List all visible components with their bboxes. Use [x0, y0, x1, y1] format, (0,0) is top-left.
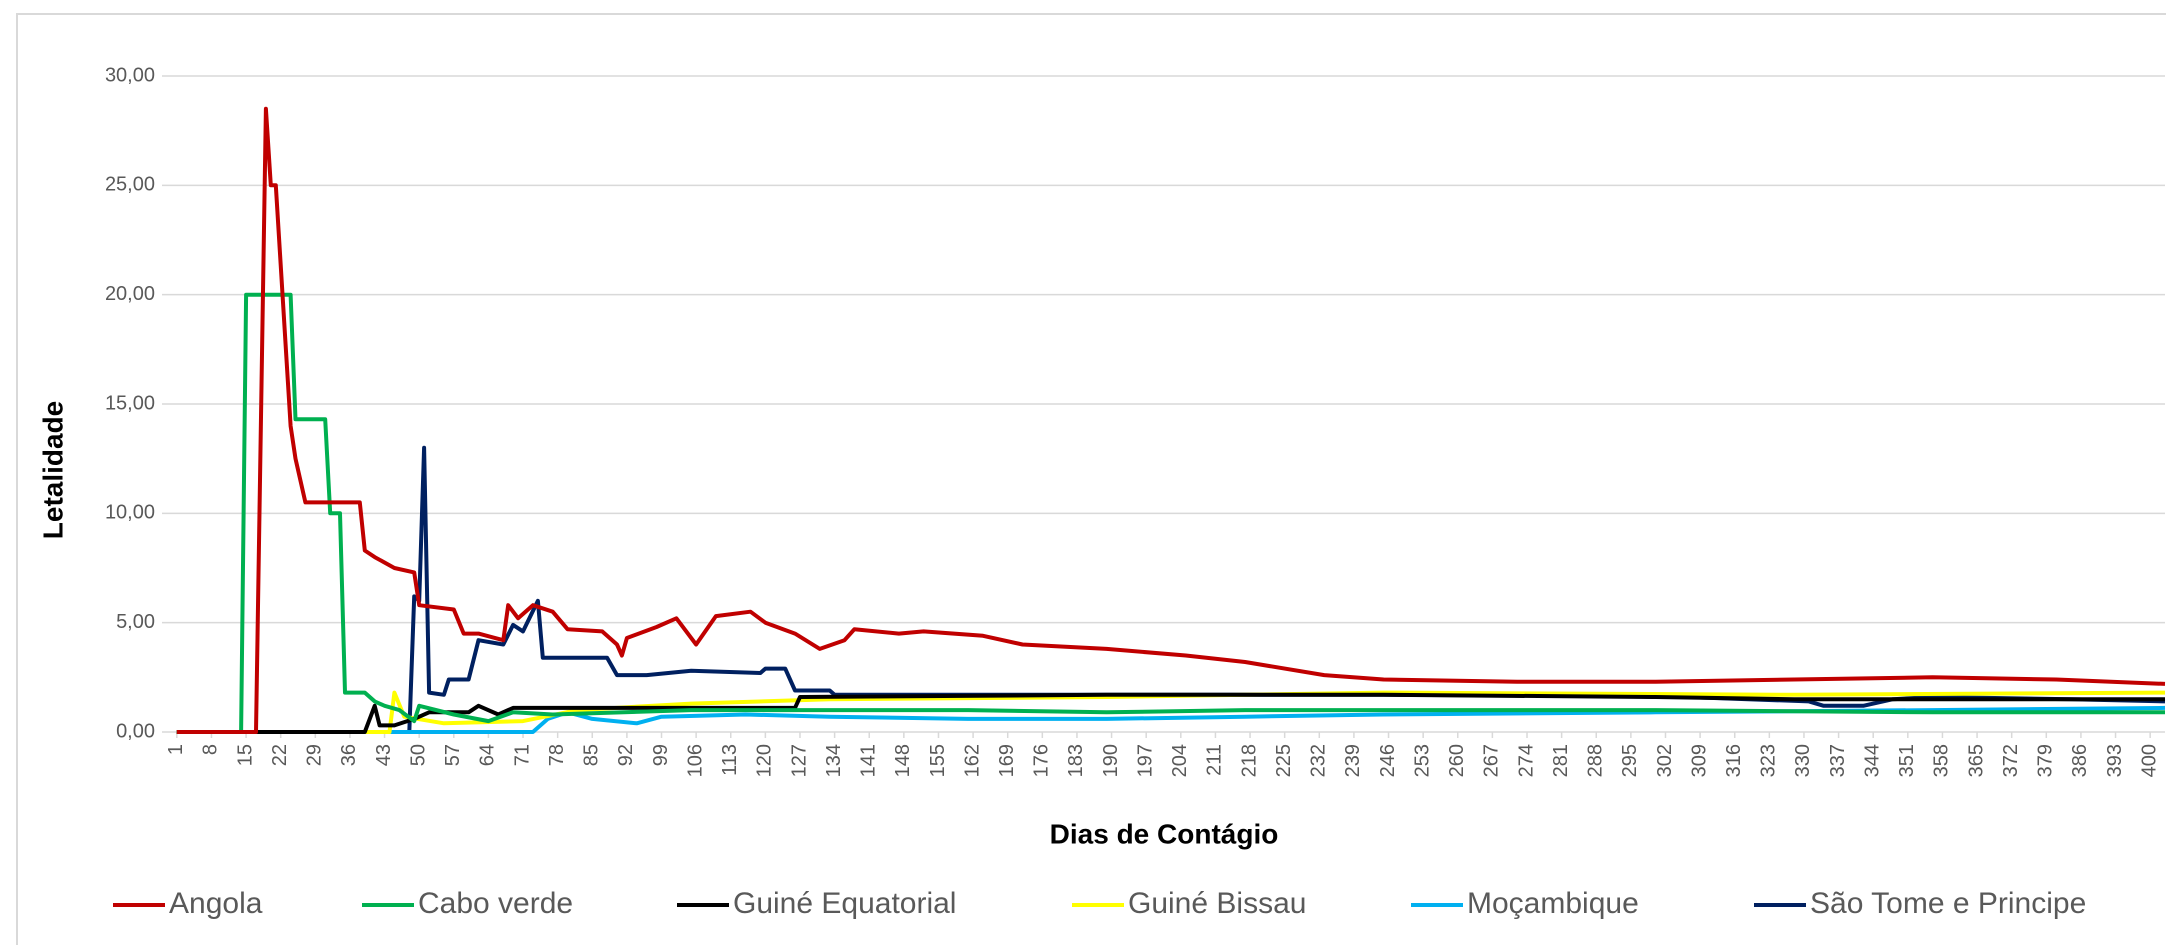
x-tick-label: 113 [719, 744, 741, 776]
legend-item: Cabo verde [362, 887, 573, 920]
x-tick-label: 71 [511, 744, 533, 766]
x-tick-label: 190 [1100, 744, 1122, 777]
x-tick-label: 225 [1273, 744, 1295, 777]
x-tick-label: 323 [1758, 744, 1780, 777]
x-tick-label: 29 [304, 744, 326, 766]
x-tick-label: 85 [581, 744, 603, 766]
x-tick-label: 15 [234, 744, 256, 766]
x-tick-label: 393 [2104, 744, 2126, 777]
x-tick-label: 281 [1550, 744, 1572, 777]
x-tick-label: 176 [1031, 744, 1053, 777]
x-tick-label: 1 [165, 744, 187, 755]
legend-label: Angola [169, 887, 263, 920]
x-tick-label: 8 [200, 744, 222, 755]
x-tick-label: 351 [1896, 744, 1918, 777]
x-tick-label: 127 [788, 744, 810, 777]
x-tick-label: 36 [338, 744, 360, 766]
x-tick-label: 57 [442, 744, 464, 766]
y-tick-label: 5,00 [116, 611, 155, 633]
x-tick-label: 204 [1169, 744, 1191, 777]
series-line [176, 445, 2166, 734]
y-tick-label: 30,00 [105, 64, 155, 86]
x-tick-label: 120 [754, 744, 776, 777]
x-tick-label: 50 [407, 744, 429, 766]
x-tick-label: 183 [1065, 744, 1087, 777]
legend-label: São Tome e Principe [1810, 887, 2086, 920]
legend-item: São Tome e Principe [1754, 887, 2086, 920]
x-tick-label: 155 [927, 744, 949, 777]
x-tick-label: 309 [1688, 744, 1710, 777]
x-tick-label: 134 [823, 744, 845, 777]
x-tick-label: 162 [961, 744, 983, 777]
y-axis-title: Letalidade [37, 401, 68, 539]
x-tick-label: 211 [1204, 744, 1226, 776]
x-tick-label: 302 [1654, 744, 1676, 777]
x-tick-label: 316 [1723, 744, 1745, 777]
legend-item: Angola [113, 887, 263, 920]
x-tick-label: 386 [2069, 744, 2091, 777]
y-tick-label: 10,00 [105, 502, 155, 524]
x-tick-label: 288 [1585, 744, 1607, 777]
x-tick-label: 99 [650, 744, 672, 766]
x-tick-label: 239 [1342, 744, 1364, 777]
chart-border [16, 13, 2166, 945]
legend-label: Guiné Bissau [1128, 887, 1306, 920]
x-tick-label: 295 [1619, 744, 1641, 777]
series-line [176, 690, 2166, 734]
x-tick-label: 330 [1792, 744, 1814, 777]
x-tick-label: 78 [546, 744, 568, 766]
x-tick-label: 92 [615, 744, 637, 766]
x-tick-label: 253 [1411, 744, 1433, 777]
x-tick-label: 197 [1134, 744, 1156, 777]
x-tick-label: 267 [1481, 744, 1503, 777]
legend-item: Guiné Bissau [1072, 887, 1306, 920]
x-tick-label: 43 [373, 744, 395, 766]
x-tick-label: 169 [996, 744, 1018, 777]
x-tick-label: 344 [1861, 744, 1883, 777]
y-tick-label: 20,00 [105, 283, 155, 305]
legend-item: Moçambique [1411, 887, 1639, 920]
x-tick-label: 372 [2000, 744, 2022, 777]
x-tick-label: 379 [2035, 744, 2057, 777]
y-tick-label: 25,00 [105, 174, 155, 196]
x-tick-label: 260 [1446, 744, 1468, 777]
series-line [176, 292, 2165, 734]
x-tick-label: 141 [858, 744, 880, 777]
x-tick-label: 106 [684, 744, 706, 777]
legend-label: Cabo verde [418, 887, 573, 920]
x-tick-label: 337 [1827, 744, 1849, 777]
x-tick-label: 274 [1515, 744, 1537, 777]
x-axis-title: Dias de Contágio [1050, 818, 1279, 849]
legend-item: Guiné Equatorial [677, 887, 956, 920]
legend-label: Guiné Equatorial [733, 887, 956, 920]
x-tick-label: 400 [2138, 744, 2160, 777]
x-tick-label: 358 [1931, 744, 1953, 777]
x-tick-label: 218 [1238, 744, 1260, 777]
x-tick-label: 148 [892, 744, 914, 777]
series-line [176, 106, 2166, 734]
y-tick-label: 15,00 [105, 392, 155, 414]
x-tick-label: 232 [1308, 744, 1330, 777]
x-tick-label: 64 [477, 744, 499, 766]
x-tick-label: 365 [1965, 744, 1987, 777]
x-tick-label: 246 [1377, 744, 1399, 777]
x-tick-label: 22 [269, 744, 291, 766]
series-line [176, 692, 2165, 734]
y-tick-label: 0,00 [116, 720, 155, 742]
legend-label: Moçambique [1467, 887, 1639, 920]
